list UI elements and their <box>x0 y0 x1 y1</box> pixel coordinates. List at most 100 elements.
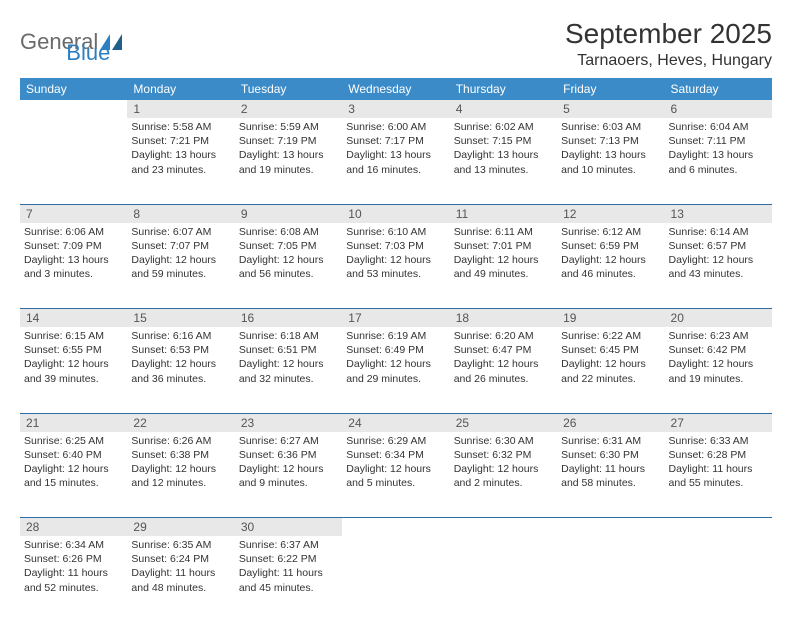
month-title: September 2025 <box>565 18 772 50</box>
day-number: 10 <box>342 204 449 223</box>
day-details: Sunrise: 6:33 AMSunset: 6:28 PMDaylight:… <box>669 434 768 491</box>
sunset-text: Sunset: 6:36 PM <box>239 448 338 462</box>
sunset-text: Sunset: 6:51 PM <box>239 343 338 357</box>
day-details: Sunrise: 6:10 AMSunset: 7:03 PMDaylight:… <box>346 225 445 282</box>
sunrise-text: Sunrise: 6:31 AM <box>561 434 660 448</box>
header: General Blue September 2025 Tarnaoers, H… <box>20 18 772 70</box>
day-number: 14 <box>20 309 127 328</box>
daylight-text: Daylight: 13 hours <box>346 148 445 162</box>
sunrise-text: Sunrise: 6:06 AM <box>24 225 123 239</box>
day-details: Sunrise: 6:03 AMSunset: 7:13 PMDaylight:… <box>561 120 660 177</box>
daylight-text: and 22 minutes. <box>561 372 660 386</box>
logo: General Blue <box>20 18 110 66</box>
sunrise-text: Sunrise: 6:04 AM <box>669 120 768 134</box>
daylight-text: Daylight: 11 hours <box>131 566 230 580</box>
day-number: 20 <box>665 309 772 328</box>
sunset-text: Sunset: 7:03 PM <box>346 239 445 253</box>
daylight-text: Daylight: 12 hours <box>131 462 230 476</box>
sunrise-text: Sunrise: 6:10 AM <box>346 225 445 239</box>
day-number: 15 <box>127 309 234 328</box>
day-cell <box>20 118 127 204</box>
sunset-text: Sunset: 7:17 PM <box>346 134 445 148</box>
sunset-text: Sunset: 6:57 PM <box>669 239 768 253</box>
sunset-text: Sunset: 7:01 PM <box>454 239 553 253</box>
day-details: Sunrise: 6:30 AMSunset: 6:32 PMDaylight:… <box>454 434 553 491</box>
location: Tarnaoers, Heves, Hungary <box>565 52 772 70</box>
day-details: Sunrise: 6:18 AMSunset: 6:51 PMDaylight:… <box>239 329 338 386</box>
day-number: 3 <box>342 100 449 118</box>
day-number: 23 <box>235 413 342 432</box>
sunrise-text: Sunrise: 6:25 AM <box>24 434 123 448</box>
day-details: Sunrise: 6:02 AMSunset: 7:15 PMDaylight:… <box>454 120 553 177</box>
daylight-text: Daylight: 12 hours <box>239 462 338 476</box>
sunrise-text: Sunrise: 6:26 AM <box>131 434 230 448</box>
daylight-text: Daylight: 11 hours <box>24 566 123 580</box>
daylight-text: Daylight: 13 hours <box>239 148 338 162</box>
sunrise-text: Sunrise: 6:08 AM <box>239 225 338 239</box>
daylight-text: Daylight: 13 hours <box>561 148 660 162</box>
day-cell <box>450 536 557 622</box>
day-number: 22 <box>127 413 234 432</box>
daylight-text: Daylight: 13 hours <box>131 148 230 162</box>
daylight-text: and 52 minutes. <box>24 581 123 595</box>
day-details: Sunrise: 6:35 AMSunset: 6:24 PMDaylight:… <box>131 538 230 595</box>
daynum-row: 21222324252627 <box>20 413 772 432</box>
sunrise-text: Sunrise: 6:16 AM <box>131 329 230 343</box>
daylight-text: and 19 minutes. <box>239 163 338 177</box>
day-number: 16 <box>235 309 342 328</box>
day-details: Sunrise: 5:59 AMSunset: 7:19 PMDaylight:… <box>239 120 338 177</box>
daylight-text: and 53 minutes. <box>346 267 445 281</box>
sunrise-text: Sunrise: 6:02 AM <box>454 120 553 134</box>
week-row: Sunrise: 5:58 AMSunset: 7:21 PMDaylight:… <box>20 118 772 204</box>
day-number: 30 <box>235 518 342 537</box>
weekday-header: Friday <box>557 78 664 100</box>
daylight-text: Daylight: 13 hours <box>24 253 123 267</box>
day-number: 26 <box>557 413 664 432</box>
day-details: Sunrise: 6:26 AMSunset: 6:38 PMDaylight:… <box>131 434 230 491</box>
daylight-text: Daylight: 13 hours <box>669 148 768 162</box>
day-details: Sunrise: 6:23 AMSunset: 6:42 PMDaylight:… <box>669 329 768 386</box>
day-number: 29 <box>127 518 234 537</box>
day-number: 24 <box>342 413 449 432</box>
day-number: 4 <box>450 100 557 118</box>
daylight-text: and 56 minutes. <box>239 267 338 281</box>
daylight-text: and 46 minutes. <box>561 267 660 281</box>
day-cell: Sunrise: 6:35 AMSunset: 6:24 PMDaylight:… <box>127 536 234 622</box>
day-details: Sunrise: 6:19 AMSunset: 6:49 PMDaylight:… <box>346 329 445 386</box>
day-cell: Sunrise: 6:30 AMSunset: 6:32 PMDaylight:… <box>450 432 557 518</box>
day-details: Sunrise: 6:15 AMSunset: 6:55 PMDaylight:… <box>24 329 123 386</box>
daylight-text: Daylight: 12 hours <box>669 253 768 267</box>
day-cell: Sunrise: 6:03 AMSunset: 7:13 PMDaylight:… <box>557 118 664 204</box>
day-details: Sunrise: 6:14 AMSunset: 6:57 PMDaylight:… <box>669 225 768 282</box>
day-number: 28 <box>20 518 127 537</box>
day-number <box>20 100 127 118</box>
daylight-text: and 36 minutes. <box>131 372 230 386</box>
day-cell: Sunrise: 6:15 AMSunset: 6:55 PMDaylight:… <box>20 327 127 413</box>
sunset-text: Sunset: 6:42 PM <box>669 343 768 357</box>
day-cell: Sunrise: 6:18 AMSunset: 6:51 PMDaylight:… <box>235 327 342 413</box>
sunset-text: Sunset: 7:11 PM <box>669 134 768 148</box>
daylight-text: Daylight: 12 hours <box>561 253 660 267</box>
day-cell: Sunrise: 6:07 AMSunset: 7:07 PMDaylight:… <box>127 223 234 309</box>
week-row: Sunrise: 6:34 AMSunset: 6:26 PMDaylight:… <box>20 536 772 622</box>
sunrise-text: Sunrise: 6:12 AM <box>561 225 660 239</box>
sunrise-text: Sunrise: 6:20 AM <box>454 329 553 343</box>
daylight-text: and 3 minutes. <box>24 267 123 281</box>
sunset-text: Sunset: 6:59 PM <box>561 239 660 253</box>
day-cell: Sunrise: 6:22 AMSunset: 6:45 PMDaylight:… <box>557 327 664 413</box>
day-cell: Sunrise: 6:06 AMSunset: 7:09 PMDaylight:… <box>20 223 127 309</box>
daylight-text: and 49 minutes. <box>454 267 553 281</box>
daylight-text: and 15 minutes. <box>24 476 123 490</box>
sunrise-text: Sunrise: 6:18 AM <box>239 329 338 343</box>
daylight-text: Daylight: 12 hours <box>454 462 553 476</box>
daylight-text: Daylight: 12 hours <box>669 357 768 371</box>
day-number <box>665 518 772 537</box>
daylight-text: and 55 minutes. <box>669 476 768 490</box>
daylight-text: and 45 minutes. <box>239 581 338 595</box>
logo-text-blue: Blue <box>66 40 110 66</box>
day-cell: Sunrise: 6:10 AMSunset: 7:03 PMDaylight:… <box>342 223 449 309</box>
day-number: 18 <box>450 309 557 328</box>
sunrise-text: Sunrise: 6:22 AM <box>561 329 660 343</box>
daylight-text: and 58 minutes. <box>561 476 660 490</box>
day-cell: Sunrise: 6:14 AMSunset: 6:57 PMDaylight:… <box>665 223 772 309</box>
